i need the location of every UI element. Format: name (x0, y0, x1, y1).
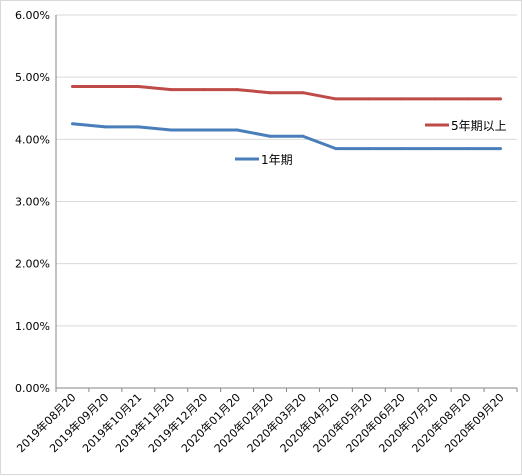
data-point (466, 97, 470, 101)
data-point (400, 147, 404, 151)
data-point (433, 147, 437, 151)
data-point (268, 134, 272, 138)
y-tick-label: 6.00% (15, 9, 50, 22)
data-point (103, 125, 107, 129)
data-point (70, 122, 74, 126)
y-tick-label: 0.00% (15, 382, 50, 395)
data-point (136, 125, 140, 129)
data-point (367, 147, 371, 151)
data-point (433, 97, 437, 101)
y-tick-label: 4.00% (15, 133, 50, 146)
x-tick-label: 2019年12月20 (145, 390, 210, 455)
data-point (400, 97, 404, 101)
x-tick-label: 2019年11月20 (112, 390, 177, 455)
x-tick-label: 2020年09月20 (442, 390, 507, 455)
data-point (169, 88, 173, 92)
y-tick-label: 3.00% (15, 196, 50, 209)
x-tick-label: 2019年10月21 (79, 390, 144, 455)
x-tick-label: 2020年01月20 (178, 390, 243, 455)
data-point (235, 128, 239, 132)
x-tick-label: 2020年07月20 (376, 390, 441, 455)
x-tick-label: 2020年04月20 (277, 390, 342, 455)
x-tick-label: 2020年03月20 (244, 390, 309, 455)
x-tick-label: 2019年08月20 (14, 390, 79, 455)
data-point (202, 88, 206, 92)
data-point (268, 91, 272, 95)
data-point (334, 147, 338, 151)
data-point (334, 97, 338, 101)
data-point (70, 84, 74, 88)
y-tick-label: 5.00% (15, 71, 50, 84)
x-tick-label: 2019年09月20 (46, 390, 111, 455)
x-tick-label: 2020年02月20 (211, 390, 276, 455)
data-point (301, 134, 305, 138)
data-point (499, 147, 503, 151)
data-point (103, 84, 107, 88)
series-line-one-year (72, 122, 501, 151)
y-tick-label: 2.00% (15, 258, 50, 271)
data-point (466, 147, 470, 151)
data-point (136, 84, 140, 88)
data-point (169, 128, 173, 132)
series-line-five-year (72, 84, 501, 101)
data-point (499, 97, 503, 101)
x-tick-label: 2020年08月20 (409, 390, 474, 455)
data-point (367, 97, 371, 101)
y-tick-label: 1.00% (15, 320, 50, 333)
x-tick-label: 2020年06月20 (343, 390, 408, 455)
x-tick-label: 2020年05月20 (310, 390, 375, 455)
legend-label: 5年期以上 (451, 119, 507, 133)
legend-label: 1年期 (261, 153, 293, 167)
data-point (202, 128, 206, 132)
data-point (301, 91, 305, 95)
data-point (235, 88, 239, 92)
